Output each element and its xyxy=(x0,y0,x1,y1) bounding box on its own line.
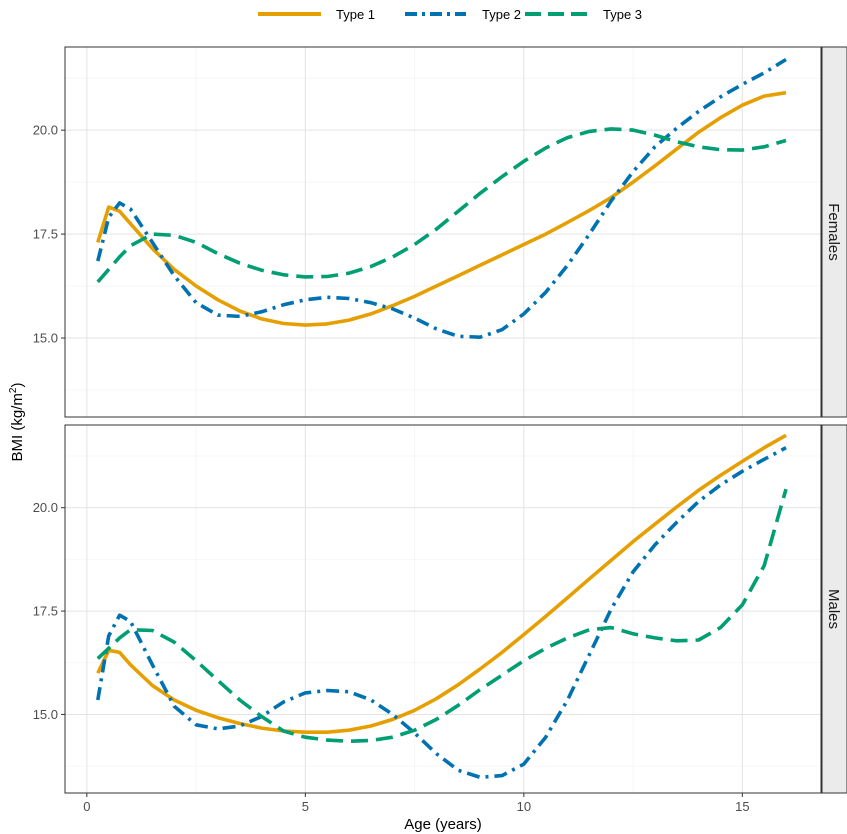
y-tick-label-males-1: 17.5 xyxy=(33,604,58,619)
legend-item-type-1: Type 1 xyxy=(258,7,375,22)
panel-background-females xyxy=(65,47,821,417)
y-tick-labels-males: 15.0 17.5 20.0 xyxy=(33,500,65,722)
y-tick-labels-females: 15.0 17.5 20.0 xyxy=(33,123,65,346)
series-line-type-1-males xyxy=(96,433,787,734)
x-tick-label-1: 5 xyxy=(302,799,309,814)
y-tick-label-females-0: 15.0 xyxy=(33,331,58,346)
legend-item-type-3: Type 3 xyxy=(525,7,642,22)
strip-females: Females xyxy=(821,46,847,418)
strip-label-males: Males xyxy=(825,589,842,629)
legend-label-type-1: Type 1 xyxy=(336,7,375,22)
y-axis-title-superscript: 2 xyxy=(8,387,19,393)
strip-males: Males xyxy=(821,424,847,794)
strip-label-females: Females xyxy=(825,203,842,261)
panel-males: 15.0 17.5 20.0 Males xyxy=(33,424,847,794)
x-axis: 0 5 10 15 xyxy=(83,793,750,814)
x-tick-label-3: 15 xyxy=(735,799,749,814)
y-axis-title-close: ) xyxy=(9,383,26,388)
legend: Type 1 Type 2 Type 3 xyxy=(258,7,642,22)
y-tick-label-females-2: 20.0 xyxy=(33,123,58,138)
strip-background-females xyxy=(821,46,847,418)
panel-border-females xyxy=(64,46,822,418)
y-tick-label-males-0: 15.0 xyxy=(33,707,58,722)
panel-background-males xyxy=(65,425,821,793)
panel-border-males xyxy=(64,424,822,794)
series-line-type-2-males xyxy=(96,446,787,780)
legend-item-type-2: Type 2 xyxy=(405,7,521,22)
series-lines-males xyxy=(96,433,788,780)
gridlines-females xyxy=(65,47,821,417)
y-axis-title: BMI (kg/m2) xyxy=(8,383,26,462)
y-axis-title-main: BMI (kg/m xyxy=(9,393,26,461)
series-line-type-3-females xyxy=(96,127,787,284)
x-tick-label-0: 0 xyxy=(83,799,90,814)
y-tick-label-males-2: 20.0 xyxy=(33,500,58,515)
panel-females: 15.0 17.5 20.0 Females xyxy=(33,46,847,418)
series-lines-females xyxy=(96,57,787,339)
strip-background-males xyxy=(821,424,847,794)
x-tick-label-2: 10 xyxy=(517,799,531,814)
legend-label-type-3: Type 3 xyxy=(603,7,642,22)
series-line-type-1-females xyxy=(96,90,787,327)
legend-label-type-2: Type 2 xyxy=(482,7,521,22)
x-axis-title: Age (years) xyxy=(404,816,482,833)
series-line-type-3-males xyxy=(96,488,788,744)
y-tick-label-females-1: 17.5 xyxy=(33,227,58,242)
